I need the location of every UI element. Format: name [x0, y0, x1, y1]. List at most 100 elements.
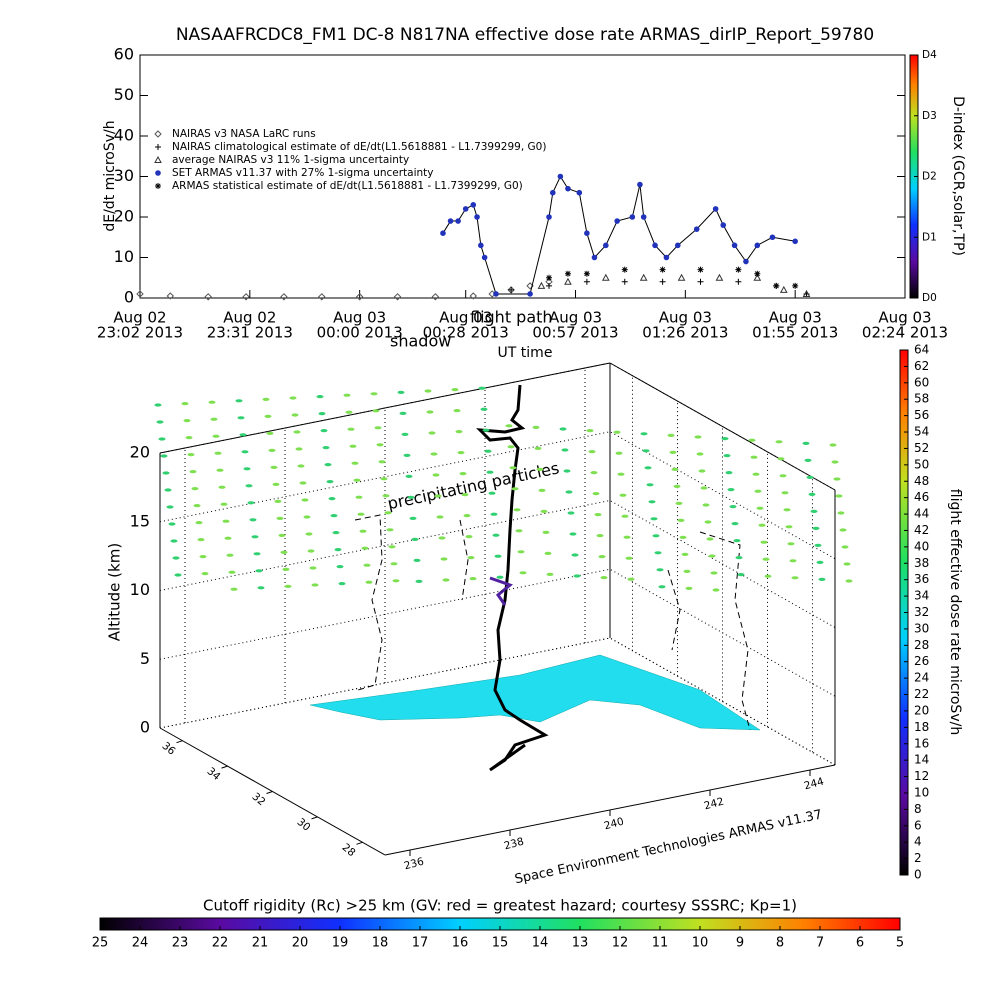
- particle-dash: [598, 555, 606, 559]
- colorbar-tick-label: 60: [914, 375, 929, 389]
- particle-dash: [284, 584, 292, 589]
- particle-dash: [756, 506, 764, 510]
- colorbar-tick-label: D1: [922, 231, 937, 243]
- particle-dash: [459, 472, 467, 476]
- data-point: [720, 222, 727, 228]
- data-point: [549, 189, 556, 196]
- lon-tick-label: 242: [703, 796, 725, 813]
- particle-dash: [652, 534, 660, 538]
- particle-dash: [648, 500, 656, 504]
- flight-track-segment: [489, 576, 513, 606]
- particle-dash: [494, 554, 502, 558]
- particle-dash: [424, 389, 432, 393]
- particle-dash: [511, 487, 519, 491]
- data-point: [318, 293, 326, 301]
- particle-dash: [280, 550, 288, 555]
- particle-dash: [534, 446, 542, 450]
- particle-dash: [216, 468, 224, 472]
- data-point: [478, 242, 484, 249]
- particle-dash: [380, 477, 388, 481]
- data-point: [731, 242, 738, 249]
- particle-dash: [432, 473, 440, 477]
- particle-dash: [230, 587, 238, 591]
- particle-dash: [166, 505, 174, 509]
- particle-dash: [818, 577, 826, 582]
- particle-dash: [486, 470, 494, 474]
- data-point: [754, 270, 761, 277]
- particle-dash: [370, 392, 378, 396]
- particle-dash: [297, 464, 305, 468]
- data-point: [481, 254, 488, 261]
- particle-dash: [257, 586, 265, 590]
- data-point: [735, 266, 742, 273]
- x-tick-label: Aug 03: [769, 309, 822, 327]
- particle-dash: [762, 557, 770, 561]
- data-point: [469, 292, 477, 300]
- colorbar-tick-label: 22: [212, 936, 229, 951]
- colorbar-tick-label: 38: [914, 556, 929, 570]
- particle-dash: [303, 515, 311, 519]
- particle-dash: [162, 471, 170, 475]
- particle-dash: [272, 482, 280, 486]
- colorbar-tick-label: 19: [332, 936, 349, 951]
- data-point: [663, 254, 670, 261]
- particle-dash: [309, 566, 317, 570]
- particle-dash: [436, 515, 444, 519]
- particle-dash: [384, 511, 392, 515]
- particle-dash: [220, 502, 228, 506]
- particle-dash: [515, 529, 523, 533]
- particle-dash: [721, 437, 729, 441]
- data-point: [393, 293, 402, 301]
- particle-dash: [588, 450, 596, 454]
- particle-dash: [199, 555, 207, 559]
- particle-dash: [351, 461, 359, 465]
- y-tick-label: 30: [114, 166, 134, 185]
- particle-dash: [226, 553, 234, 557]
- particle-dash: [785, 525, 793, 529]
- colorbar-tick-label: 42: [914, 523, 929, 537]
- particle-dash: [403, 453, 411, 457]
- particle-dash: [658, 585, 666, 589]
- chart-title: NASAAFRCDC8_FM1 DC-8 N817NA effective do…: [176, 25, 874, 45]
- colorbar-tick-label: 36: [914, 572, 929, 586]
- particle-dash: [276, 516, 284, 521]
- data-point: [557, 173, 564, 180]
- particle-dash: [613, 430, 621, 434]
- grid-line: [159, 568, 836, 697]
- particle-dash: [320, 429, 328, 433]
- particle-dash: [336, 565, 344, 569]
- colorbar-tick-label: 52: [914, 441, 929, 455]
- particle-dash: [737, 573, 745, 577]
- particle-dash: [332, 531, 340, 535]
- particle-dash: [679, 535, 687, 540]
- particle-dash: [399, 411, 407, 415]
- y-tick-label: 0: [124, 288, 134, 307]
- particle-dash: [586, 429, 594, 433]
- particle-dash: [710, 571, 718, 575]
- legend-label: NAIRAS v3 NASA LaRC runs: [172, 128, 316, 140]
- particle-dash: [357, 512, 365, 516]
- colorbar-tick-label: 7: [816, 936, 824, 951]
- particle-dash: [401, 432, 409, 436]
- particle-dash: [322, 446, 330, 450]
- data-point: [576, 189, 583, 196]
- particle-dash: [172, 556, 180, 560]
- particle-dash: [829, 443, 837, 447]
- particle-dash: [430, 452, 438, 456]
- data-point: [773, 282, 780, 289]
- x-tick-label: 23:31 2013: [207, 324, 293, 342]
- particle-dash: [170, 539, 178, 543]
- particle-dash: [748, 438, 756, 442]
- colorbar-tick-label: 14: [532, 936, 549, 951]
- particle-dash: [264, 414, 272, 418]
- lat-tick: [266, 791, 273, 794]
- data-point: [470, 202, 477, 208]
- data-point: [659, 266, 666, 273]
- particle-dash: [667, 433, 675, 437]
- particle-dash: [156, 420, 164, 424]
- colorbar-tick-label: D2: [922, 171, 937, 183]
- colorbar-tick-label: 12: [612, 936, 629, 951]
- data-point: [621, 266, 628, 273]
- colorbar-tick-label: 18: [372, 936, 389, 951]
